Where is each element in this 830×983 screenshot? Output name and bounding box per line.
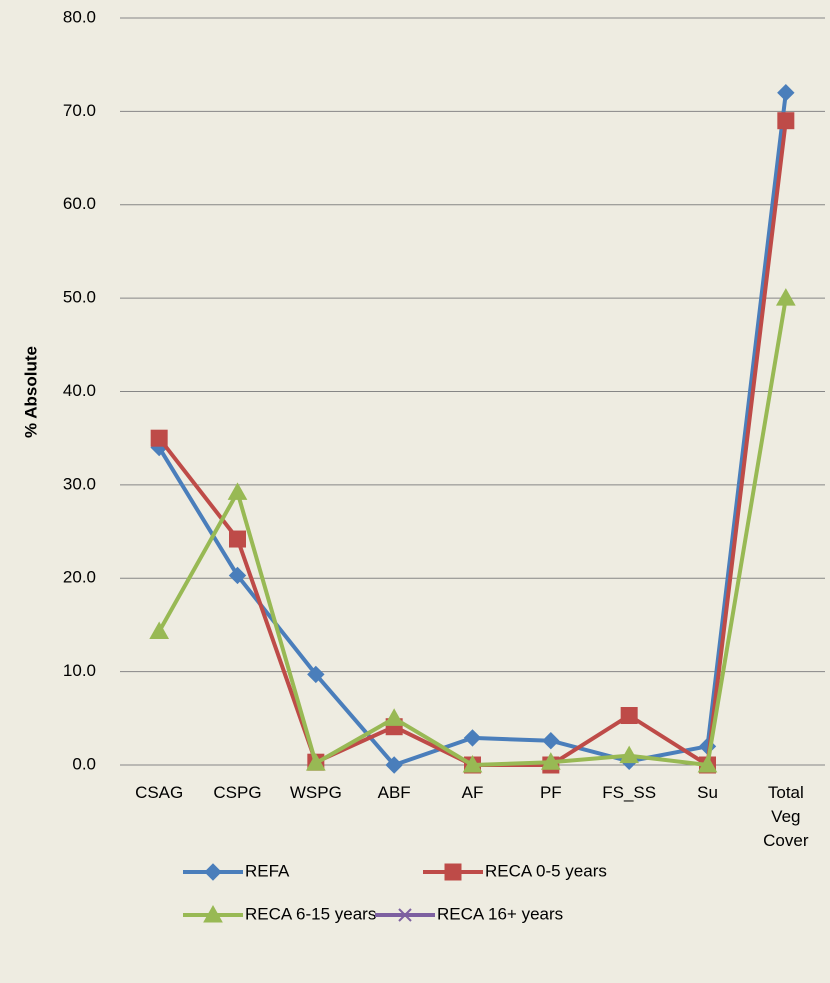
legend-marker	[398, 908, 412, 922]
data-point	[462, 754, 483, 773]
y-axis-title: % Absolute	[21, 346, 40, 438]
data-point	[228, 566, 247, 585]
x-tick-label: CSAG	[135, 783, 184, 802]
y-tick-label: 10.0	[63, 661, 96, 680]
data-point	[150, 429, 168, 447]
data-point	[385, 756, 403, 774]
y-tick-label: 30.0	[63, 474, 96, 493]
legend-marker	[444, 863, 462, 881]
legend-marker	[204, 863, 222, 881]
legend-label: REFA	[245, 861, 290, 880]
x-tick-label: WSPG	[289, 783, 342, 802]
data-point	[229, 530, 246, 548]
x-tick-label: FS_SS	[602, 783, 657, 802]
x-tick-label: PF	[539, 783, 562, 802]
y-tick-label: 0.0	[72, 754, 96, 773]
series-line	[157, 92, 788, 767]
y-tick-label: 60.0	[63, 194, 96, 213]
legend-label: RECA 6-15 years	[245, 904, 376, 923]
data-point	[149, 621, 170, 639]
data-point	[463, 729, 482, 747]
y-tick-label: 80.0	[63, 7, 96, 26]
y-tick-label: 20.0	[63, 568, 96, 587]
y-tick-label: 70.0	[63, 101, 96, 120]
y-tick-label: 50.0	[63, 288, 96, 307]
data-point	[540, 752, 561, 770]
data-point	[620, 707, 638, 725]
x-tick-label: AF	[461, 783, 484, 802]
x-tick-label: Su	[697, 783, 718, 802]
data-point	[542, 732, 560, 750]
x-tick-label: ABF	[377, 783, 411, 802]
data-point	[697, 754, 718, 773]
data-point	[777, 112, 795, 130]
data-point	[384, 708, 405, 726]
series-line	[157, 120, 788, 767]
x-tick-label: Total Veg Cover	[763, 783, 809, 850]
data-point	[305, 753, 326, 771]
x-tick-label: CSPG	[213, 783, 262, 802]
data-point	[227, 482, 248, 500]
legend-marker	[203, 904, 223, 923]
series-line	[157, 297, 788, 767]
data-point	[777, 83, 795, 102]
data-point	[775, 288, 796, 306]
data-point	[307, 665, 325, 684]
legend-label: RECA 16+ years	[437, 904, 563, 923]
y-tick-label: 40.0	[63, 381, 96, 400]
data-point	[619, 745, 640, 764]
legend-label: RECA 0-5 years	[485, 861, 607, 880]
